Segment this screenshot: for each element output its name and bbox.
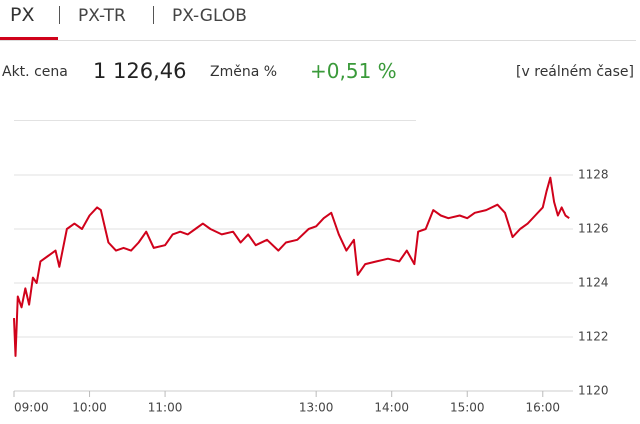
- status: [v reálném čase]: [516, 64, 634, 80]
- y-tick-label: 1124: [578, 276, 609, 290]
- tab-bar: PX PX-TR PX-GLOB: [0, 0, 636, 41]
- y-tick-label: 1122: [578, 330, 609, 344]
- price-label: Akt. cena: [2, 64, 68, 80]
- y-tick-label: 1126: [578, 222, 609, 236]
- tab-separator: [153, 6, 154, 24]
- tab-underline: [0, 37, 58, 40]
- x-tick-label: 09:00: [14, 401, 49, 415]
- y-tick-label: 1120: [578, 384, 609, 398]
- tab[interactable]: PX-GLOB: [172, 6, 247, 26]
- price-line: [13, 176, 570, 357]
- tab[interactable]: PX: [10, 4, 35, 26]
- change-label: Změna %: [210, 64, 278, 80]
- tab-separator: [59, 6, 60, 24]
- x-tick-label: 11:00: [148, 401, 183, 415]
- change: +0,51 %: [310, 59, 397, 83]
- price: 1 126,46: [93, 59, 187, 83]
- x-tick-label: 16:00: [525, 401, 560, 415]
- x-tick-label: 13:00: [299, 401, 334, 415]
- tab[interactable]: PX-TR: [78, 6, 126, 26]
- x-tick-label: 14:00: [374, 401, 409, 415]
- x-tick-label: 15:00: [450, 401, 485, 415]
- x-tick-label: 10:00: [72, 401, 107, 415]
- y-tick-label: 1128: [578, 168, 609, 182]
